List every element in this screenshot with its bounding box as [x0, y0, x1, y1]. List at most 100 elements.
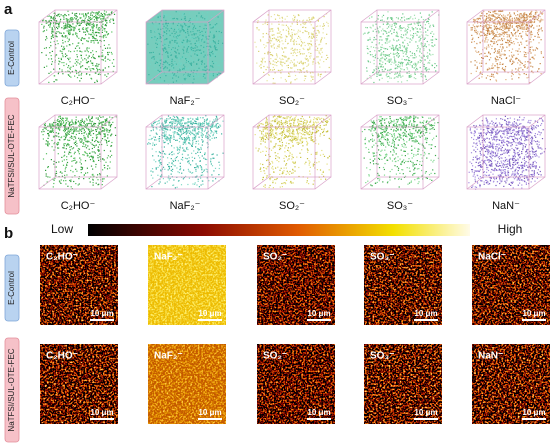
cloud-point: [149, 38, 152, 40]
cloud-point: [72, 65, 74, 67]
cloud-point: [316, 39, 318, 41]
cloud-point: [72, 26, 74, 28]
cloud-point: [384, 42, 386, 44]
cloud-point: [108, 122, 110, 124]
cloud-point: [408, 70, 410, 73]
cloud-point: [497, 33, 499, 35]
cube-edge: [360, 71, 378, 85]
cloud-point: [56, 79, 58, 81]
cloud-point: [424, 27, 426, 29]
cloud-point: [522, 26, 524, 28]
cloud-point: [283, 24, 285, 26]
cloud-point: [184, 122, 186, 124]
cloud-point: [80, 125, 82, 127]
cloud-point: [71, 70, 73, 73]
cloud-point: [415, 41, 417, 43]
cloud-point: [185, 139, 188, 141]
cloud-point: [99, 55, 101, 57]
cloud-point: [413, 53, 416, 55]
cloud-point: [52, 36, 54, 38]
cloud-point: [74, 123, 76, 125]
cloud-point: [52, 136, 55, 138]
cloud-point: [265, 19, 267, 21]
cloud-point: [255, 46, 257, 48]
cloud-point: [197, 148, 199, 150]
cloud-point: [499, 22, 501, 24]
cloud-point: [520, 20, 522, 22]
cloud-point: [502, 24, 504, 26]
cloud-point: [92, 184, 94, 186]
cloud-point: [96, 176, 98, 179]
cloud-point: [327, 25, 329, 27]
cloud-point: [310, 24, 312, 26]
cloud-point: [519, 24, 521, 26]
cloud-point: [272, 69, 274, 71]
cloud-point: [187, 73, 189, 75]
cloud-point: [510, 14, 512, 16]
cloud-point: [96, 25, 98, 27]
cloud-point: [260, 64, 262, 66]
cloud-point: [517, 62, 519, 64]
cloud-point: [427, 57, 429, 59]
cloud-point: [167, 51, 169, 53]
cloud-point: [311, 34, 313, 36]
cloud-point: [298, 35, 300, 37]
cloud-point: [515, 14, 517, 17]
cloud-point: [102, 116, 104, 118]
cloud-point: [477, 22, 479, 24]
cloud-point: [376, 72, 378, 74]
cloud-point: [296, 78, 298, 80]
cloud-point: [66, 45, 68, 47]
cloud-point: [208, 73, 210, 75]
cloud-point: [291, 67, 293, 69]
cloud-point: [76, 20, 78, 22]
cloud-point: [169, 40, 171, 42]
cloud-point: [293, 63, 295, 65]
cloud-point: [304, 75, 306, 77]
cloud-point: [507, 72, 509, 74]
cloud-point: [50, 55, 52, 57]
cloud-point: [488, 26, 490, 28]
cloud-point: [277, 36, 279, 38]
cloud-point: [75, 15, 77, 17]
cloud-point: [93, 25, 95, 27]
cloud-point: [94, 57, 96, 60]
cloud-point: [506, 46, 508, 48]
cloud-point: [108, 44, 110, 46]
cloud-point: [156, 62, 159, 64]
cloud-point: [275, 38, 277, 40]
cloud-point: [76, 54, 78, 56]
cloud-point: [55, 122, 57, 124]
cloud-point: [484, 15, 486, 17]
cloud-point: [166, 119, 168, 121]
cloud-point: [408, 57, 410, 59]
cloud-point: [308, 17, 310, 19]
cloud-point: [326, 33, 328, 35]
cloud-point: [529, 25, 531, 27]
cloud-point: [264, 47, 266, 49]
cloud-point: [492, 34, 494, 36]
cloud-point: [294, 33, 296, 36]
cloud-point: [524, 66, 526, 68]
cube: [466, 9, 546, 85]
cloud-point: [524, 13, 526, 15]
cloud-point: [376, 73, 378, 75]
cloud-point: [294, 17, 296, 19]
cloud-point: [385, 31, 387, 33]
cloud-point: [381, 19, 383, 21]
cloud-point: [196, 69, 198, 71]
cloud-point: [209, 56, 211, 58]
cloud-point: [179, 122, 182, 124]
cloud-point: [500, 19, 502, 21]
cloud-point: [159, 15, 161, 17]
cloud-point: [302, 62, 304, 64]
cloud-point: [87, 12, 89, 14]
cloud-point: [66, 132, 68, 134]
cloud-point: [160, 37, 162, 39]
cloud-point: [487, 24, 489, 26]
cloud-point: [155, 161, 157, 163]
cloud-point: [416, 48, 418, 50]
cloud-point: [506, 16, 508, 19]
cloud-point: [208, 61, 210, 63]
cloud-point: [490, 24, 492, 26]
